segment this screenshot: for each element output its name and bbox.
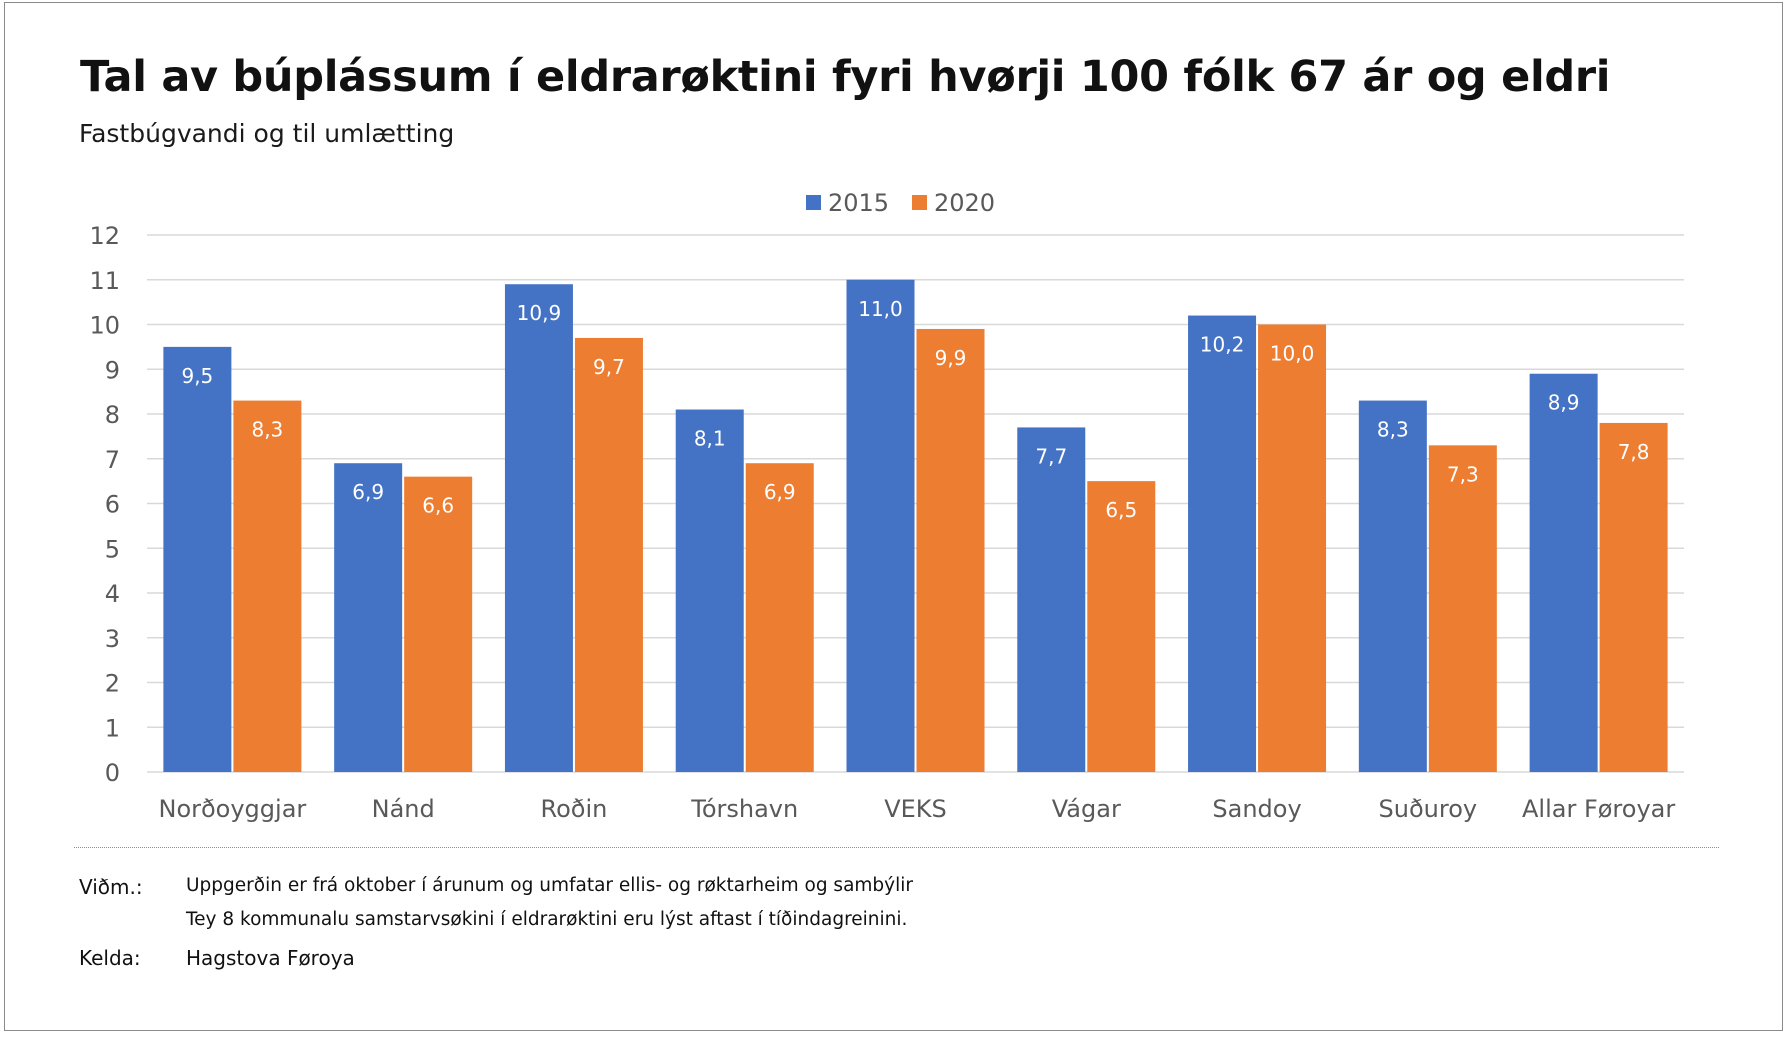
bar-2020-7 [1428, 445, 1497, 772]
x-tick-label: Allar Føroyar [1522, 795, 1675, 823]
x-tick-label: Vágar [1052, 795, 1121, 823]
legend-label-2020: 2020 [934, 189, 995, 217]
legend: 2015 2020 [806, 189, 995, 217]
bar-2020-0 [233, 400, 302, 772]
bar-2020-4 [916, 328, 985, 772]
bar-2020-2 [574, 337, 643, 772]
data-label-2020-8: 7,8 [1618, 440, 1650, 464]
chart-subtitle: Fastbúgvandi og til umlætting [79, 119, 455, 148]
source-label: Kelda: [79, 946, 141, 970]
x-tick-label: Roðin [541, 795, 608, 823]
legend-swatch-2015 [806, 195, 821, 210]
data-label-2020-2: 9,7 [593, 355, 625, 379]
notes-label: Viðm.: [79, 875, 143, 899]
data-labels: 9,5 8,3 6,9 6,6 10,9 9,7 8,1 6,9 11,0 9,9 7,7 6,5 10… [181, 297, 1649, 522]
y-tick-label: 10 [89, 312, 120, 340]
gridlines [147, 234, 1684, 773]
bar-2015-5 [1017, 427, 1086, 772]
y-tick-label: 8 [105, 401, 120, 429]
bar-2020-3 [745, 463, 814, 772]
data-label-2015-5: 7,7 [1035, 444, 1067, 468]
bar-2020-1 [404, 476, 473, 772]
data-label-2015-7: 8,3 [1377, 418, 1409, 442]
y-tick-label: 1 [105, 714, 120, 742]
y-tick-label: 7 [105, 446, 120, 474]
note-line-2: Tey 8 kommunalu samstarvsøkini í eldrarø… [186, 909, 908, 930]
bar-2020-5 [1087, 481, 1156, 772]
y-tick-label: 11 [89, 267, 120, 295]
x-tick-label: Nánd [372, 795, 435, 823]
data-label-2015-1: 6,9 [352, 480, 384, 504]
data-label-2015-2: 10,9 [517, 301, 562, 325]
y-tick-label: 12 [89, 222, 120, 250]
bar-2020-6 [1258, 324, 1327, 772]
x-tick-label: VEKS [884, 795, 947, 823]
data-label-2020-6: 10,0 [1270, 342, 1315, 366]
y-tick-label: 9 [105, 356, 120, 384]
bars [163, 279, 1668, 772]
footer-separator [74, 847, 1719, 848]
y-tick-label: 6 [105, 491, 120, 519]
y-tick-label: 4 [105, 580, 120, 608]
bar-2015-3 [675, 409, 744, 772]
data-label-2015-6: 10,2 [1200, 333, 1245, 357]
bar-2015-7 [1358, 400, 1427, 772]
data-label-2020-1: 6,6 [422, 494, 454, 518]
chart-title: Tal av búplássum í eldrarøktini fyri hvø… [80, 52, 1611, 102]
bar-2015-0 [163, 346, 232, 772]
y-tick-label: 3 [105, 625, 120, 653]
bar-2015-4 [846, 279, 915, 772]
legend-label-2015: 2015 [828, 189, 889, 217]
x-tick-label: Norðoyggjar [158, 795, 306, 823]
x-tick-label: Tórshavn [690, 795, 798, 823]
y-tick-label: 0 [105, 759, 120, 787]
data-label-2015-8: 8,9 [1548, 391, 1580, 415]
y-tick-label: 5 [105, 535, 120, 563]
data-label-2020-0: 8,3 [251, 418, 283, 442]
x-tick-label: Sandoy [1212, 795, 1301, 823]
data-label-2020-4: 9,9 [935, 346, 967, 370]
bar-2020-8 [1599, 422, 1668, 772]
source-text: Hagstova Føroya [186, 946, 355, 970]
y-tick-label: 2 [105, 670, 120, 698]
bar-2015-2 [504, 284, 573, 772]
legend-swatch-2020 [912, 195, 927, 210]
x-tick-label: Suðuroy [1379, 795, 1478, 823]
bar-2015-8 [1529, 373, 1598, 772]
bar-2015-1 [334, 463, 403, 772]
data-label-2020-5: 6,5 [1105, 498, 1137, 522]
data-label-2015-0: 9,5 [181, 364, 213, 388]
data-label-2020-7: 7,3 [1447, 462, 1479, 486]
data-label-2015-4: 11,0 [858, 297, 903, 321]
bar-2015-6 [1188, 315, 1257, 772]
note-line-1: Uppgerðin er frá oktober í árunum og umf… [186, 875, 914, 896]
data-label-2020-3: 6,9 [764, 480, 796, 504]
data-label-2015-3: 8,1 [694, 427, 726, 451]
x-axis-ticks: Norðoyggjar Nánd Roðin Tórshavn VEKS Vágar San… [158, 795, 1675, 823]
